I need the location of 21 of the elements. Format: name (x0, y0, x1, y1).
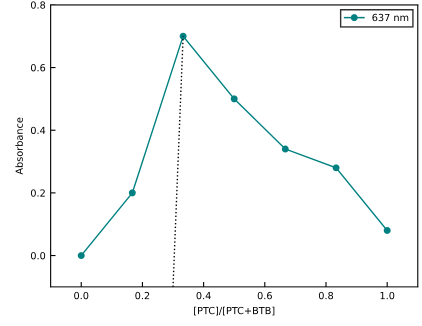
x-tick-label: 0.0 (74, 292, 88, 300)
point (282, 146, 289, 152)
y-tick-label: 0.4 (30, 126, 46, 134)
x-tick-label: 0.4 (196, 292, 211, 300)
x-tick-label: 0.8 (318, 292, 334, 300)
x-tick-label: 0.2 (135, 292, 150, 300)
y-tick-label: 0.0 (30, 252, 46, 260)
y-axis-title: Absorbance (15, 118, 23, 175)
legend-label: 637 nm (372, 14, 408, 22)
point (384, 227, 391, 234)
point (180, 32, 187, 40)
x-axis-title: [PTC]/[PTC+BTB] (194, 306, 274, 316)
point (128, 189, 136, 196)
x-tick-label: 0.6 (258, 292, 272, 300)
y-tick-label: 0.8 (30, 1, 46, 9)
point (78, 252, 85, 260)
y-tick-label: 0.6 (30, 64, 46, 72)
x-tick-label: 1.0 (380, 292, 394, 300)
point (230, 95, 238, 102)
point (332, 164, 340, 172)
y-tick-label: 0.2 (30, 189, 45, 197)
